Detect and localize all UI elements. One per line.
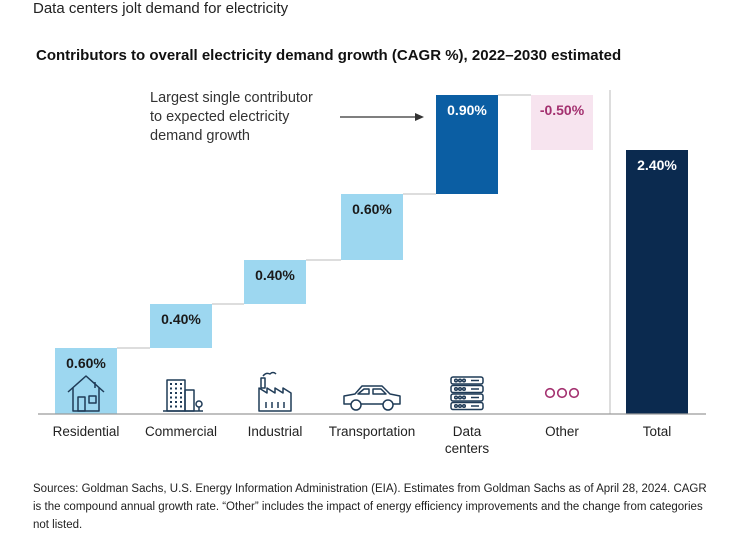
bar-residential: [55, 348, 117, 414]
server-rack-icon: [450, 376, 484, 411]
bar-transportation: [341, 194, 403, 260]
data-label-other: -0.50%: [540, 102, 585, 118]
annotation-text: demand growth: [150, 128, 250, 144]
tick-label-total: Total: [643, 424, 672, 439]
car-icon: [343, 385, 401, 411]
tick-label-data-centers: centers: [445, 441, 490, 456]
data-label-data-centers: 0.90%: [447, 102, 487, 118]
bar-data-centers: [436, 95, 498, 194]
office-building-icon: [163, 379, 203, 412]
bar-industrial: [244, 260, 306, 304]
ellipsis-icon: [544, 387, 580, 399]
headline: Data centers jolt demand for electricity: [33, 0, 289, 17]
chart-title: Contributors to overall electricity dema…: [36, 47, 622, 64]
data-label-total: 2.40%: [637, 157, 677, 173]
annotation-text: to expected electricity: [150, 109, 290, 125]
tick-label-transportation: Transportation: [329, 424, 416, 439]
annotation-text: Largest single contributor: [150, 90, 313, 106]
tick-label-commercial: Commercial: [145, 424, 217, 439]
tick-label-industrial: Industrial: [248, 424, 303, 439]
tick-label-data-centers: Data: [453, 424, 482, 439]
factory-icon: [258, 371, 292, 412]
waterfall-chart: 0.60% 0.40% 0.40% 0.60% 0.90% -0.50% 2.40% Resi…: [38, 90, 706, 456]
data-label-residential: 0.60%: [66, 355, 106, 371]
bar-other: [531, 95, 593, 150]
tick-label-other: Other: [545, 424, 579, 439]
tick-label-residential: Residential: [53, 424, 120, 439]
data-label-transportation: 0.60%: [352, 201, 392, 217]
data-label-industrial: 0.40%: [255, 267, 295, 283]
data-label-commercial: 0.40%: [161, 311, 201, 327]
bar-commercial: [150, 304, 212, 348]
house-icon: [67, 375, 105, 412]
footnote: Sources: Goldman Sachs, U.S. Energy Info…: [33, 483, 707, 531]
bar-total: [626, 150, 688, 414]
annotation-arrow-head: [415, 113, 424, 121]
